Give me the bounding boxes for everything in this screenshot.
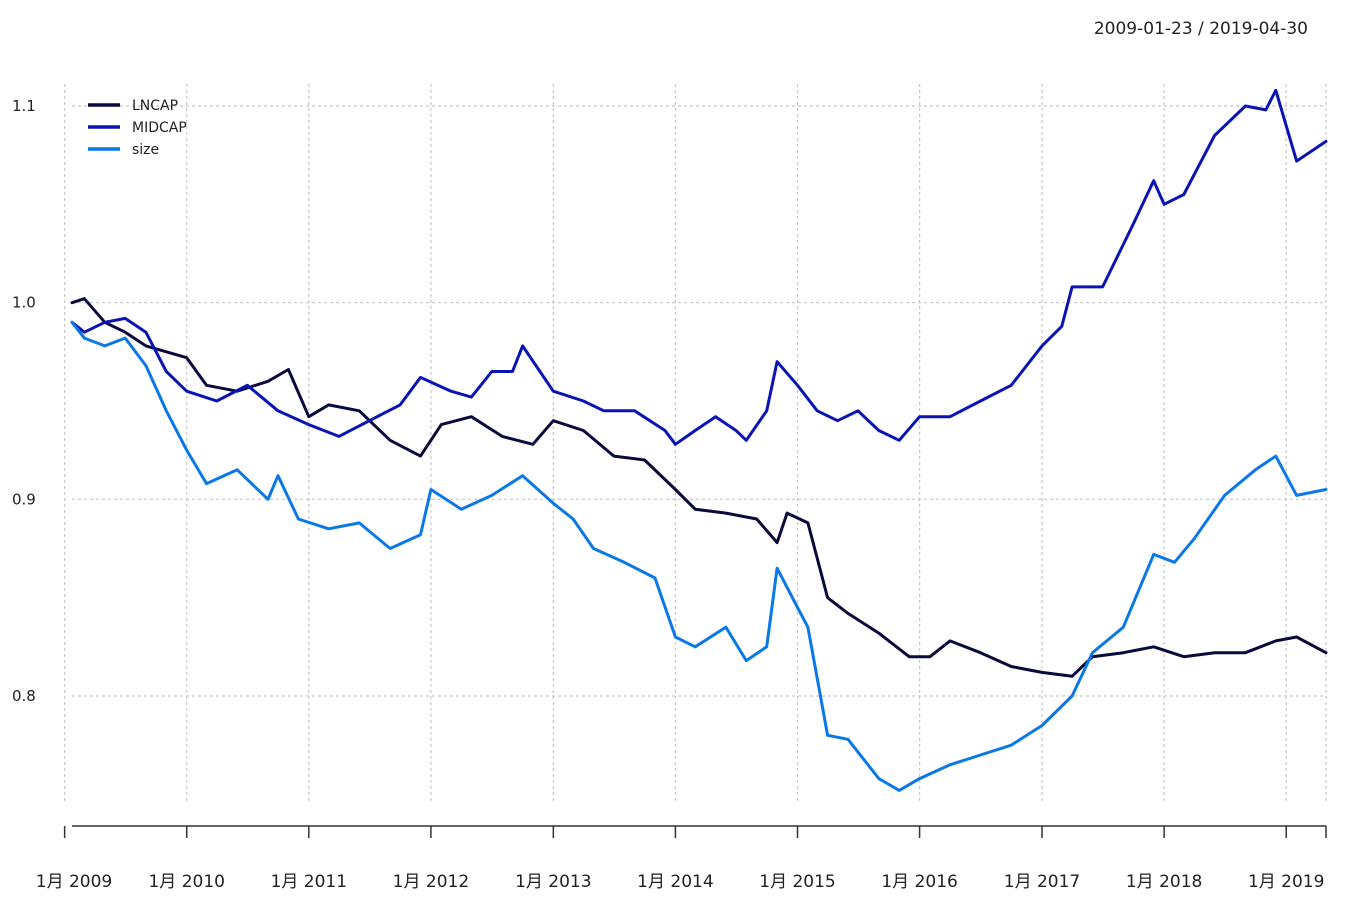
series-lines: [70, 88, 1328, 792]
x-tick-label: 1月 2012: [393, 872, 469, 892]
legend: LNCAP MIDCAP size: [88, 98, 187, 158]
y-tick-label: 0.8: [12, 687, 36, 705]
legend-label-lncap: LNCAP: [132, 98, 178, 114]
series-line-lncap: [70, 297, 1328, 678]
date-range-label: 2009-01-23 / 2019-04-30: [1094, 19, 1308, 39]
x-tick-label: 1月 2010: [148, 872, 224, 892]
y-tick-label: 1.0: [12, 294, 36, 312]
series-line-midcap: [70, 88, 1328, 446]
x-tick-label: 1月 2019: [1248, 872, 1324, 892]
legend-label-midcap: MIDCAP: [132, 120, 187, 136]
x-tick-label: 1月 2013: [515, 872, 591, 892]
x-tick-label: 1月 2016: [881, 872, 957, 892]
x-tick-label: 1月 2015: [759, 872, 835, 892]
y-tick-label: 1.1: [12, 97, 36, 115]
y-tick-labels: 0.8 0.9 1.0 1.1: [12, 97, 36, 705]
series-line-size: [70, 320, 1328, 792]
x-tick-label: 1月 2009: [36, 872, 112, 892]
x-tick-labels: 1月 2009 1月 2010 1月 2011 1月 2012 1月 2013 1月 20…: [36, 872, 1325, 892]
grid: [64, 84, 1327, 804]
y-tick-label: 0.9: [12, 490, 36, 508]
x-tick-label: 1月 2017: [1004, 872, 1080, 892]
x-tick-label: 1月 2011: [271, 872, 347, 892]
x-tick-label: 1月 2018: [1126, 872, 1202, 892]
axes: [63, 825, 1327, 838]
x-tick-label: 1月 2014: [637, 872, 713, 892]
legend-label-size: size: [132, 142, 159, 158]
